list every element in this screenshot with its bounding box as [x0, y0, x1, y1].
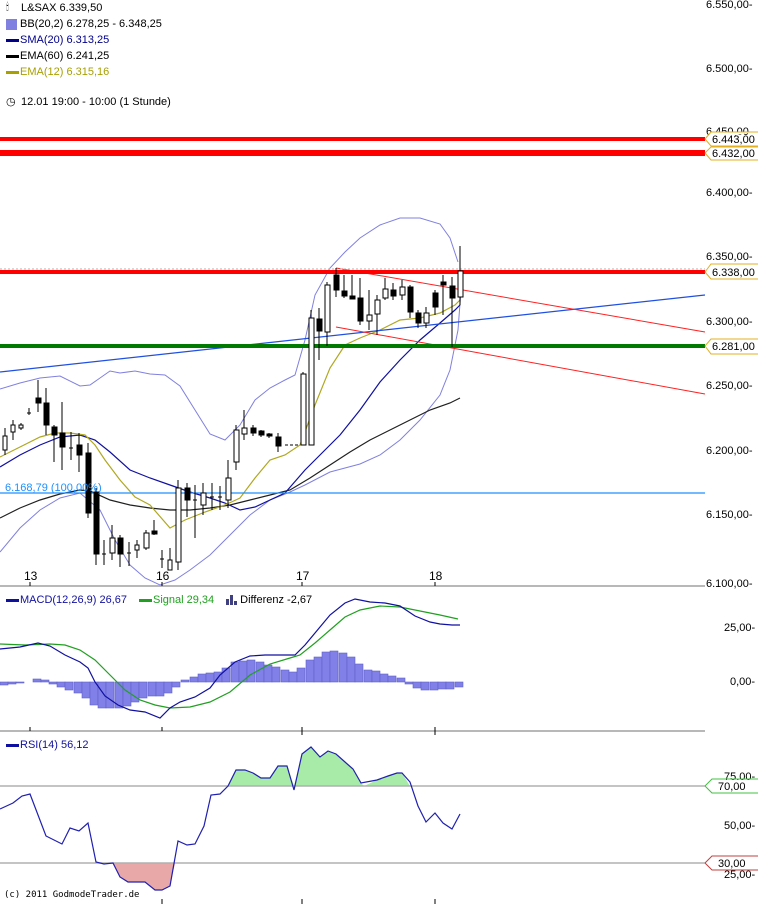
lower-channel-line [335, 326, 706, 395]
resistance-line-6338 [0, 270, 705, 274]
instrument-label: L&SAX 6.339,50 [21, 2, 103, 14]
signal-swatch [139, 598, 152, 602]
price-axis: 6.550,00- 6.500,00- 6.450,00 6.400,00- 6… [706, 0, 753, 590]
svg-text:6.350,00-: 6.350,00- [706, 251, 753, 263]
macd-line [0, 598, 460, 719]
rsi-swatch [6, 743, 19, 747]
svg-text:6.338,00: 6.338,00 [712, 267, 755, 279]
sma-label: SMA(20) 6.313,25 [20, 34, 110, 46]
svg-text:16: 16 [156, 569, 170, 583]
rsi-legend: RSI(14) 56,12 [6, 737, 88, 753]
macd-swatch [6, 598, 19, 602]
price-tags: 6.443,00 6.432,00 6.338,00 6.281,00 [704, 131, 758, 355]
ema60-swatch [6, 54, 19, 58]
rising-trendline [0, 294, 706, 373]
svg-text:6.500,00-: 6.500,00- [706, 63, 753, 75]
clock-icon: ◷ [6, 96, 16, 108]
support-line-6281 [0, 344, 705, 348]
svg-text:6.100,00-: 6.100,00- [706, 578, 753, 590]
ema60-label: EMA(60) 6.241,25 [20, 50, 110, 62]
time-range-label: 12.01 19:00 - 10:00 (1 Stunde) [21, 96, 171, 108]
svg-text:6.443,00: 6.443,00 [712, 134, 755, 146]
ema12-label: EMA(12) 6.315,16 [20, 66, 110, 78]
copyright: (c) 2011 GodmodeTrader.de [4, 890, 140, 900]
macd-panel: 25,00- 0,00- [0, 598, 756, 732]
candlesticks [2, 246, 464, 571]
svg-text:6.432,00: 6.432,00 [712, 148, 755, 160]
time-axis: 13 16 17 18 [24, 569, 443, 586]
rsi-level-70: 70,00 [718, 781, 746, 793]
rsi-overbought-fill [228, 747, 410, 786]
svg-text:25,00-: 25,00- [724, 622, 756, 634]
bollinger-lower [0, 289, 462, 586]
ema12-line [0, 299, 461, 529]
macd-axis: 25,00- 0,00- [724, 622, 756, 688]
macd-histogram [0, 650, 464, 709]
rsi-oversold-fill [113, 863, 175, 890]
svg-text:25,00-: 25,00- [724, 869, 756, 881]
bollinger-upper [0, 217, 459, 441]
svg-text:6.250,00-: 6.250,00- [706, 380, 753, 392]
signal-label: Signal 29,34 [153, 594, 215, 606]
sma20-line [0, 304, 461, 511]
svg-text:13: 13 [24, 569, 38, 583]
resistance-line-6443 [0, 137, 705, 141]
svg-text:0,00-: 0,00- [730, 676, 755, 688]
macd-legend: MACD(12,26,9) 26,67 Signal 29,34 Differe… [6, 592, 312, 608]
svg-text:6.400,00-: 6.400,00- [706, 187, 753, 199]
sma-swatch [6, 38, 19, 42]
resistance-line-6432 [0, 150, 705, 156]
upper-channel-line [335, 267, 706, 333]
signal-line [0, 605, 459, 709]
svg-text:6.281,00: 6.281,00 [712, 341, 755, 353]
svg-text:50,00-: 50,00- [724, 820, 756, 832]
bb-swatch [6, 18, 17, 30]
fib-label: 6.168,79 (100,00%) [5, 482, 102, 494]
svg-text:17: 17 [296, 569, 310, 583]
rsi-panel: 75,00- 50,00- 25,00- 70,00 30,00 [0, 731, 758, 904]
svg-text:6.150,00-: 6.150,00- [706, 509, 753, 521]
rsi-label: RSI(14) 56,12 [20, 739, 89, 751]
rsi-line [0, 746, 461, 891]
price-legend: 🕯 L&SAX 6.339,50 BB(20,2) 6.278,25 - 6.34… [6, 0, 171, 110]
bb-label: BB(20,2) 6.278,25 - 6.348,25 [20, 18, 162, 30]
svg-text:6.550,00-: 6.550,00- [706, 0, 753, 11]
candlestick-icon: 🕯 [6, 2, 9, 13]
svg-text:6.300,00-: 6.300,00- [706, 316, 753, 328]
svg-text:6.200,00-: 6.200,00- [706, 445, 753, 457]
macd-label: MACD(12,26,9) 26,67 [20, 594, 127, 606]
rsi-level-30: 30,00 [718, 858, 746, 870]
ema12-swatch [6, 70, 19, 74]
price-panel: 6.550,00- 6.500,00- 6.450,00 6.400,00- 6… [0, 0, 758, 590]
fib-legend: 6.168,79 (100,00%) [5, 480, 102, 496]
diff-label: Differenz -2,67 [240, 594, 313, 606]
histogram-icon [226, 595, 238, 605]
svg-text:18: 18 [429, 569, 443, 583]
